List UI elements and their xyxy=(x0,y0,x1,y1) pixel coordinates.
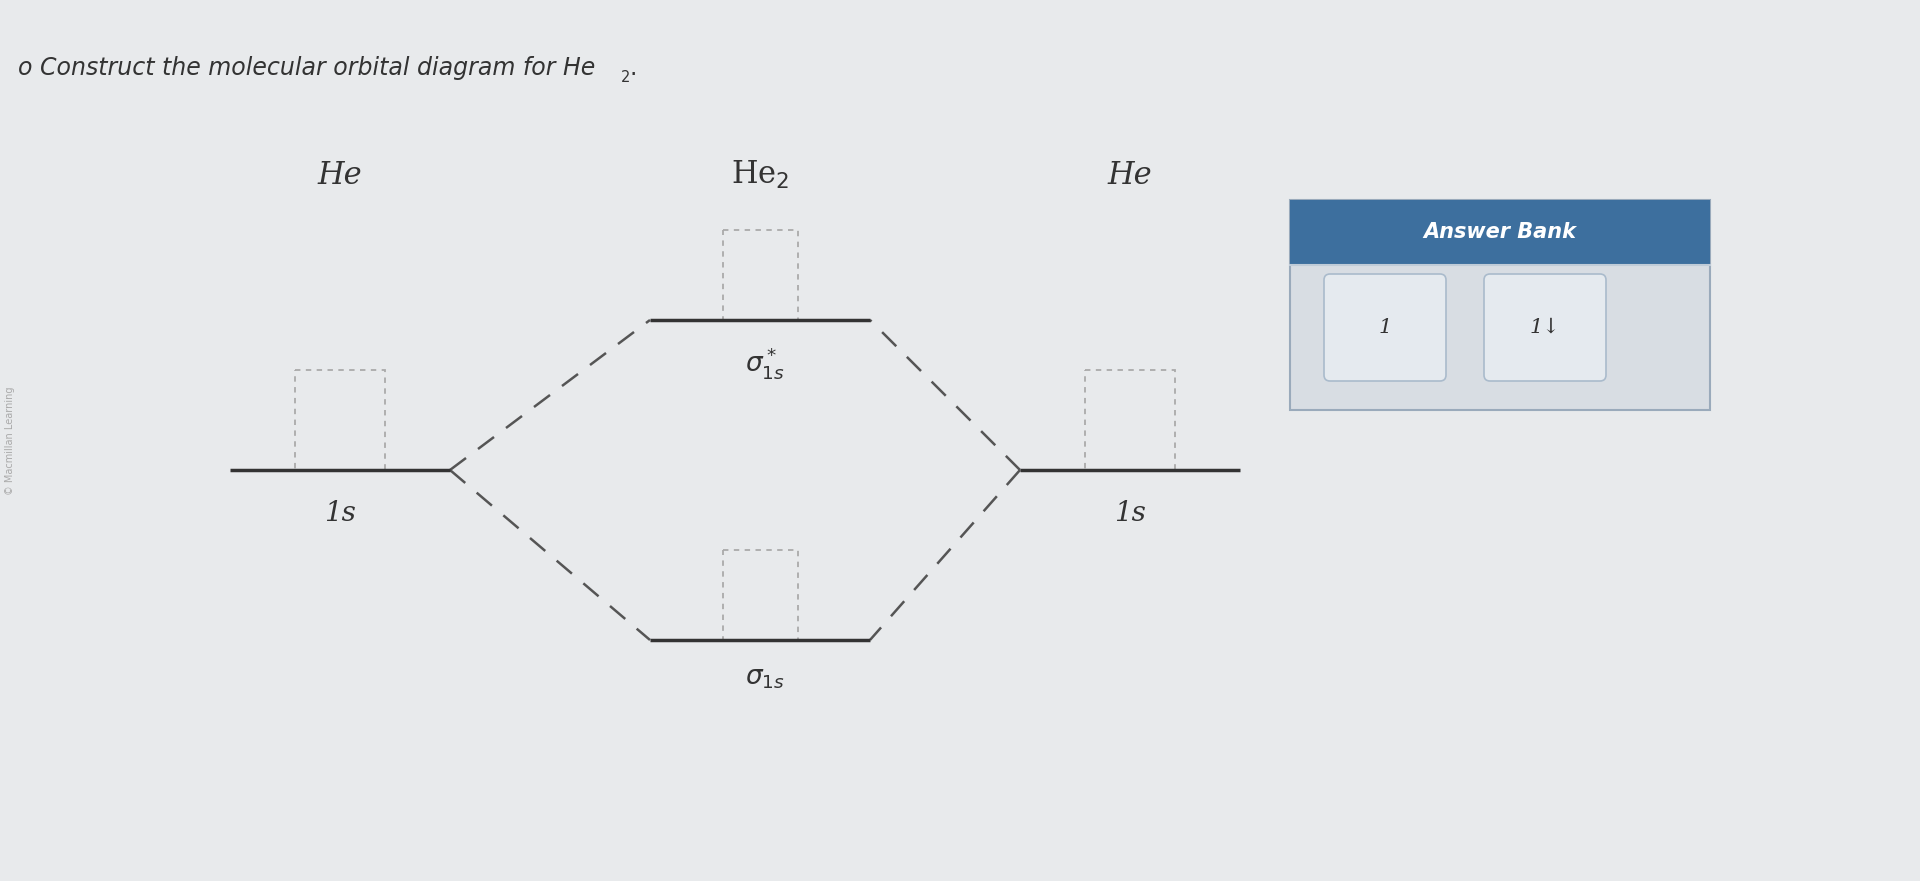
Text: .: . xyxy=(630,56,637,80)
FancyBboxPatch shape xyxy=(1484,274,1605,381)
Bar xyxy=(722,230,797,320)
Text: He$_2$: He$_2$ xyxy=(732,159,789,191)
Text: $_2$: $_2$ xyxy=(620,65,630,85)
Text: He: He xyxy=(1108,159,1152,190)
Text: $\sigma^*_{1s}$: $\sigma^*_{1s}$ xyxy=(745,345,785,381)
Bar xyxy=(1290,200,1711,265)
Text: o Construct the molecular orbital diagram for He: o Construct the molecular orbital diagra… xyxy=(17,56,595,80)
Text: $\sigma_{1s}$: $\sigma_{1s}$ xyxy=(745,665,785,691)
Text: Answer Bank: Answer Bank xyxy=(1423,223,1576,242)
Bar xyxy=(722,550,797,640)
Text: He: He xyxy=(317,159,363,190)
Text: 1↓: 1↓ xyxy=(1530,318,1561,337)
FancyBboxPatch shape xyxy=(1325,274,1446,381)
Bar xyxy=(1290,200,1711,410)
Bar xyxy=(296,370,386,470)
Text: 1s: 1s xyxy=(324,500,355,527)
Text: 1: 1 xyxy=(1379,318,1392,337)
Bar xyxy=(1085,370,1175,470)
Text: 1s: 1s xyxy=(1114,500,1146,527)
Text: © Macmillan Learning: © Macmillan Learning xyxy=(6,386,15,495)
